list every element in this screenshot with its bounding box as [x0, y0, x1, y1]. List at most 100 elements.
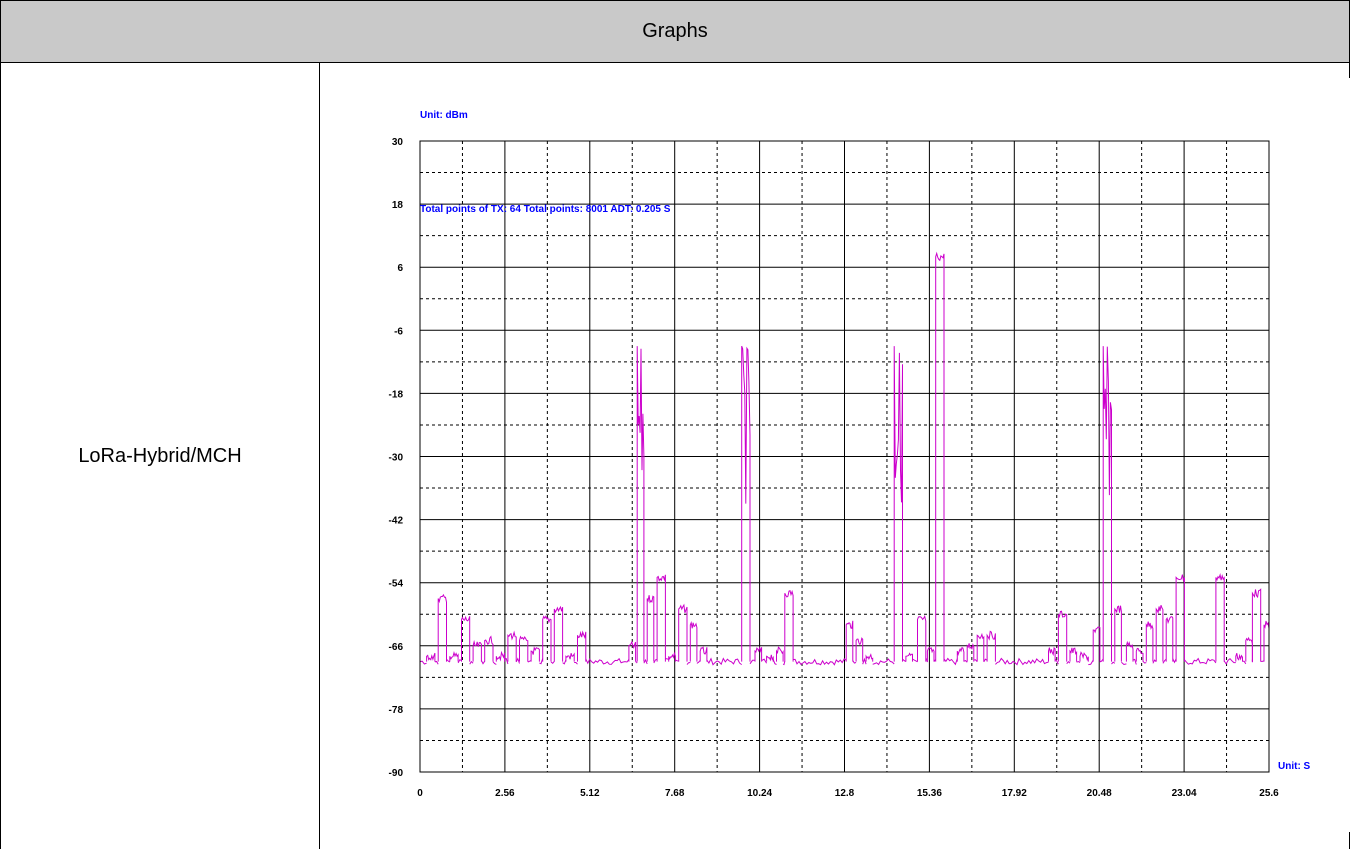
trace-pulse [542, 615, 552, 662]
trace-pulse [646, 595, 655, 662]
x-tick-label: 15.36 [917, 788, 942, 799]
trace-pulse [966, 643, 975, 662]
trace-noise-segment [902, 658, 907, 663]
chart-annotation: Total points of TX: 64 Total points: 800… [420, 204, 671, 215]
trace-noise-segment [1172, 658, 1177, 664]
trace-noise-segment [943, 657, 958, 666]
trace-noise-segment [1066, 660, 1071, 665]
trace-noise-segment [1162, 658, 1167, 664]
trace-pulse [1155, 605, 1164, 662]
y-tick-label: 6 [397, 263, 403, 274]
row-label-cell: LoRa-Hybrid/MCH [0, 63, 320, 849]
trace-pulse [784, 589, 794, 662]
trace-noise-segment [1142, 660, 1147, 664]
trace-noise-segment [469, 660, 474, 665]
trace-pulse [1125, 640, 1134, 662]
trace-noise-segment [1076, 660, 1081, 664]
trace-pulse [461, 615, 471, 662]
trace-pulse [1145, 621, 1154, 662]
trace-pulse [1263, 620, 1270, 662]
trace-group [419, 251, 1270, 666]
x-tick-label: 17.92 [1002, 788, 1027, 799]
trace-pulse [766, 654, 774, 662]
y-tick-label: 30 [392, 137, 404, 148]
trace-noise-segment [515, 657, 520, 664]
trace-noise-segment [995, 657, 1049, 666]
trace-noise-segment [686, 662, 691, 665]
trace-pulse [553, 605, 564, 662]
trace-noise-segment [446, 658, 451, 663]
trace-pulse [1251, 588, 1262, 662]
trace-noise-segment [492, 661, 497, 665]
y-axis-tick-labels: 30 18 6 -6 -18 -30 -42 -54 -66 -78 -90 [389, 137, 404, 779]
trace-noise-segment [772, 659, 777, 665]
trace-pulse [1245, 636, 1253, 662]
trace-pulse [437, 593, 447, 662]
trace-pulse [935, 251, 945, 662]
trace-pulse [636, 346, 645, 662]
trace-noise-segment [675, 659, 679, 662]
trace-pulse [1048, 646, 1056, 662]
table-right-border-bottom [1349, 832, 1350, 849]
trace-noise-segment [749, 659, 755, 665]
trace-noise-segment [527, 660, 532, 663]
x-tick-label: 20.48 [1087, 788, 1112, 799]
trace-pulse [519, 635, 529, 662]
trace-noise-segment [983, 658, 988, 663]
trace-noise-segment [665, 658, 669, 660]
trace-pulse [668, 651, 676, 662]
y-tick-label: -66 [389, 642, 404, 653]
trace-noise-segment [973, 659, 978, 662]
table-header-label: Graphs [642, 20, 708, 42]
trace-pulse [449, 650, 459, 662]
trace-pulse [472, 639, 482, 662]
trace-pulse [426, 652, 436, 662]
x-tick-label: 25.6 [1259, 788, 1279, 799]
trace-pulse [507, 630, 517, 662]
y-tick-label: -54 [389, 579, 404, 590]
trace-pulse [699, 646, 708, 662]
trace-pulse [1057, 610, 1068, 662]
trace-noise-segment [706, 657, 742, 666]
trace-pulse [1102, 346, 1112, 662]
x-tick-label: 7.68 [665, 788, 685, 799]
trace-noise-segment [434, 660, 439, 665]
trace-noise-segment [480, 660, 486, 665]
trace-pulse [917, 615, 927, 662]
trace-noise-segment [912, 658, 918, 663]
y-axis-unit-label: Unit: dBm [420, 110, 468, 121]
trace-pulse [484, 635, 494, 662]
x-axis-tick-labels: 0 2.56 5.12 7.68 10.24 12.8 15.36 17.92 20.48 23.… [417, 788, 1279, 799]
trace-noise-segment [1088, 659, 1094, 666]
table-left-border [0, 62, 1, 849]
trace-noise-segment [782, 661, 786, 666]
trace-noise-segment [635, 661, 638, 664]
trace-noise-segment [761, 658, 768, 664]
trace-pulse [754, 646, 763, 662]
trace-noise-segment [963, 660, 968, 663]
trace-pulse [656, 574, 666, 662]
trace-noise-segment [504, 658, 509, 665]
trace-pulse [926, 647, 935, 662]
trace-noise-segment [562, 659, 567, 665]
trace-noise-segment [550, 660, 555, 665]
trace-pulse [628, 640, 637, 662]
x-tick-label: 5.12 [580, 788, 600, 799]
trace-noise-segment [653, 658, 658, 664]
trace-noise-segment [1260, 660, 1265, 662]
trace-pulse [893, 346, 903, 662]
trace-noise-segment [872, 658, 895, 666]
trace-pulse [577, 630, 587, 662]
trace-noise-segment [1121, 661, 1127, 666]
trace-pulse [776, 646, 784, 662]
trace-pulse [1079, 651, 1089, 662]
y-tick-label: -6 [394, 326, 403, 337]
y-tick-label: -90 [389, 768, 404, 779]
trace-noise-segment [643, 658, 648, 665]
trace-pulse [1069, 647, 1078, 662]
trace-noise-segment [539, 658, 544, 665]
trace-pulse [956, 646, 965, 662]
trace-noise-segment [1111, 661, 1116, 665]
y-tick-label: -18 [389, 389, 404, 400]
